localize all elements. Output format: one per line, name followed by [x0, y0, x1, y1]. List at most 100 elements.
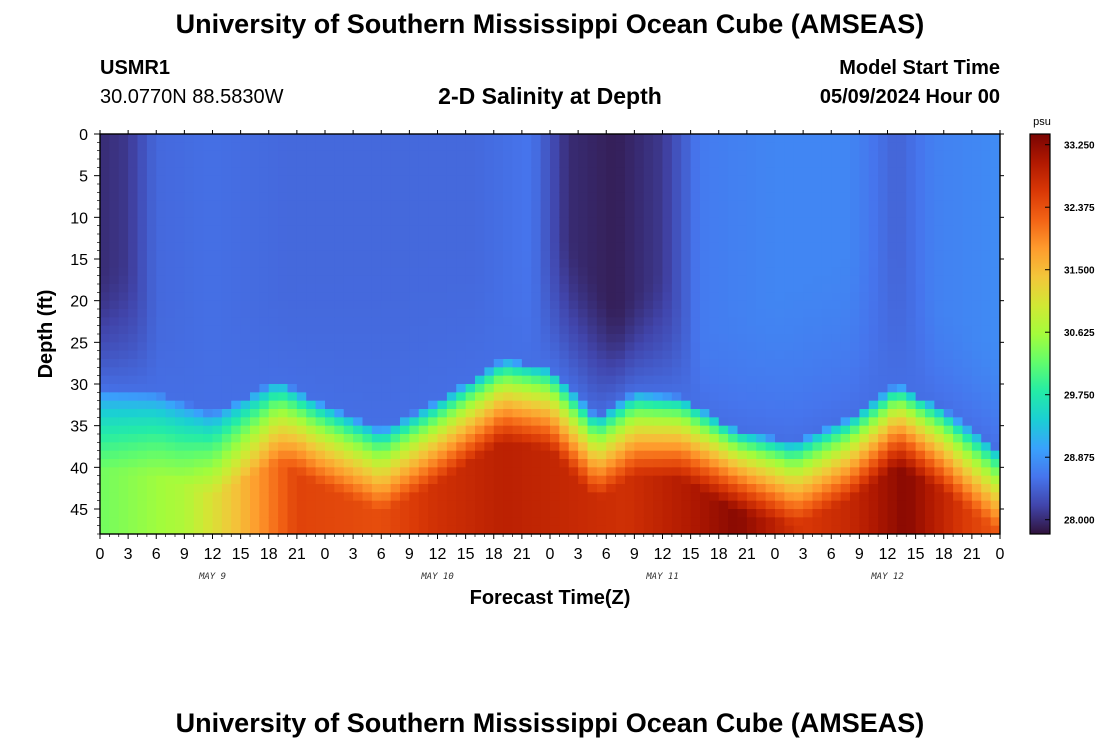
- heatmap-cell: [765, 367, 776, 377]
- heatmap-cell: [493, 134, 504, 143]
- y-tick-label: 20: [70, 294, 88, 311]
- heatmap-cell: [540, 225, 551, 235]
- heatmap-cell: [943, 292, 954, 302]
- heatmap-cell: [268, 384, 279, 393]
- heatmap-cell: [484, 400, 495, 410]
- heatmap-cell: [850, 309, 860, 318]
- heatmap-cell: [653, 134, 664, 143]
- heatmap-cell: [521, 392, 532, 402]
- heatmap-cell: [165, 525, 176, 534]
- heatmap-cell: [934, 325, 945, 335]
- heatmap-cell: [390, 359, 401, 368]
- heatmap-cell: [850, 367, 860, 377]
- heatmap-cell: [287, 509, 298, 518]
- heatmap-cell: [240, 517, 251, 527]
- heatmap-cell: [540, 509, 551, 518]
- heatmap-cell: [653, 242, 664, 252]
- heatmap-cell: [962, 342, 973, 352]
- heatmap-cell: [325, 192, 335, 202]
- heatmap-cell: [718, 400, 729, 410]
- heatmap-cell: [671, 484, 682, 493]
- heatmap-cell: [728, 525, 739, 534]
- heatmap-cell: [212, 392, 223, 402]
- heatmap-cell: [409, 425, 420, 435]
- heatmap-cell: [146, 200, 157, 210]
- heatmap-cell: [812, 367, 823, 377]
- heatmap-cell: [934, 417, 945, 427]
- heatmap-cell: [840, 409, 851, 418]
- heatmap-cell: [353, 350, 364, 360]
- heatmap-cell: [765, 150, 776, 160]
- heatmap-cell: [381, 175, 392, 185]
- heatmap-cell: [606, 450, 617, 460]
- heatmap-cell: [587, 167, 598, 177]
- heatmap-cell: [812, 275, 823, 285]
- heatmap-cell: [775, 384, 785, 393]
- heatmap-cell: [690, 442, 701, 452]
- heatmap-cell: [418, 317, 429, 327]
- heatmap-cell: [915, 275, 926, 285]
- heatmap-cell: [287, 242, 298, 252]
- heatmap-cell: [362, 134, 373, 143]
- heatmap-cell: [212, 150, 223, 160]
- heatmap-cell: [803, 200, 814, 210]
- heatmap-cell: [784, 225, 795, 235]
- heatmap-cell: [596, 350, 607, 360]
- heatmap-cell: [915, 442, 926, 452]
- heatmap-cell: [390, 317, 401, 327]
- heatmap-cell: [521, 525, 532, 534]
- heatmap-cell: [203, 525, 214, 534]
- heatmap-cell: [334, 217, 345, 227]
- heatmap-cell: [878, 359, 889, 368]
- heatmap-cell: [250, 434, 260, 443]
- heatmap-cell: [775, 459, 785, 468]
- heatmap-cell: [193, 509, 204, 518]
- heatmap-cell: [128, 284, 139, 293]
- heatmap-cell: [175, 409, 185, 418]
- heatmap-cell: [606, 225, 617, 235]
- heatmap-cell: [521, 234, 532, 243]
- heatmap-cell: [296, 442, 307, 452]
- heatmap-cell: [981, 200, 992, 210]
- heatmap-cell: [146, 409, 157, 418]
- heatmap-cell: [803, 342, 814, 352]
- heatmap-cell: [184, 175, 195, 185]
- heatmap-cell: [475, 475, 485, 485]
- heatmap-cell: [728, 192, 739, 202]
- heatmap-cell: [400, 159, 410, 168]
- heatmap-cell: [390, 234, 401, 243]
- heatmap-cell: [334, 159, 345, 168]
- heatmap-cell: [925, 142, 935, 152]
- heatmap-cell: [953, 384, 964, 393]
- heatmap-cell: [831, 292, 842, 302]
- heatmap-cell: [390, 267, 401, 277]
- heatmap-cell: [353, 525, 364, 534]
- heatmap-cell: [203, 150, 214, 160]
- heatmap-cell: [793, 134, 804, 143]
- heatmap-cell: [109, 392, 120, 402]
- heatmap-cell: [718, 409, 729, 418]
- heatmap-cell: [812, 475, 823, 485]
- heatmap-cell: [850, 434, 860, 443]
- heatmap-cell: [165, 400, 176, 410]
- heatmap-cell: [559, 184, 570, 193]
- heatmap-cell: [559, 525, 570, 534]
- heatmap-cell: [943, 475, 954, 485]
- heatmap-cell: [306, 367, 317, 377]
- heatmap-cell: [240, 525, 251, 534]
- heatmap-cell: [231, 459, 242, 468]
- heatmap-cell: [428, 150, 439, 160]
- heatmap-cell: [212, 259, 223, 268]
- heatmap-cell: [493, 525, 504, 534]
- heatmap-cell: [146, 434, 157, 443]
- heatmap-cell: [446, 525, 457, 534]
- heatmap-cell: [568, 359, 579, 368]
- heatmap-cell: [662, 417, 673, 427]
- heatmap-cell: [409, 509, 420, 518]
- heatmap-cell: [240, 275, 251, 285]
- heatmap-cell: [325, 334, 335, 343]
- heatmap-cell: [690, 467, 701, 477]
- heatmap-cell: [484, 509, 495, 518]
- heatmap-cell: [531, 159, 542, 168]
- heatmap-cell: [821, 134, 832, 143]
